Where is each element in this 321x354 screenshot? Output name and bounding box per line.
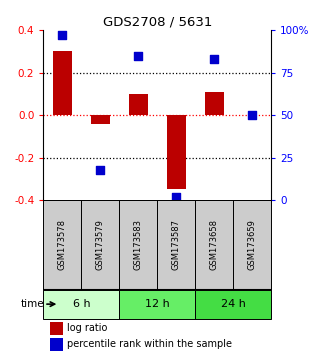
- Point: [98, 167, 103, 172]
- Bar: [91, 115, 110, 124]
- Point: [212, 56, 217, 62]
- Point: [136, 53, 141, 58]
- Text: 12 h: 12 h: [145, 299, 170, 309]
- Bar: [233, 200, 271, 290]
- Text: GSM173587: GSM173587: [172, 219, 181, 270]
- Bar: [43, 200, 81, 290]
- Point: [250, 112, 255, 118]
- Bar: [195, 290, 271, 319]
- Text: GSM173658: GSM173658: [210, 219, 219, 270]
- Bar: [195, 200, 233, 290]
- Bar: [157, 200, 195, 290]
- Bar: [119, 290, 195, 319]
- Text: time: time: [21, 299, 44, 309]
- Title: GDS2708 / 5631: GDS2708 / 5631: [103, 16, 212, 29]
- Bar: [43, 290, 119, 319]
- Text: GSM173659: GSM173659: [248, 219, 257, 270]
- Text: GSM173579: GSM173579: [96, 219, 105, 270]
- Bar: [129, 94, 148, 115]
- Bar: [50, 338, 63, 350]
- Text: log ratio: log ratio: [67, 324, 108, 333]
- Text: 24 h: 24 h: [221, 299, 246, 309]
- Text: GSM173578: GSM173578: [58, 219, 67, 270]
- Bar: [53, 51, 72, 115]
- Point: [60, 32, 65, 38]
- Bar: [81, 200, 119, 290]
- Bar: [167, 115, 186, 189]
- Bar: [50, 322, 63, 335]
- Bar: [205, 92, 224, 115]
- Point: [174, 194, 179, 200]
- Text: 6 h: 6 h: [73, 299, 90, 309]
- Text: GSM173583: GSM173583: [134, 219, 143, 270]
- Bar: [119, 200, 157, 290]
- Text: percentile rank within the sample: percentile rank within the sample: [67, 339, 232, 349]
